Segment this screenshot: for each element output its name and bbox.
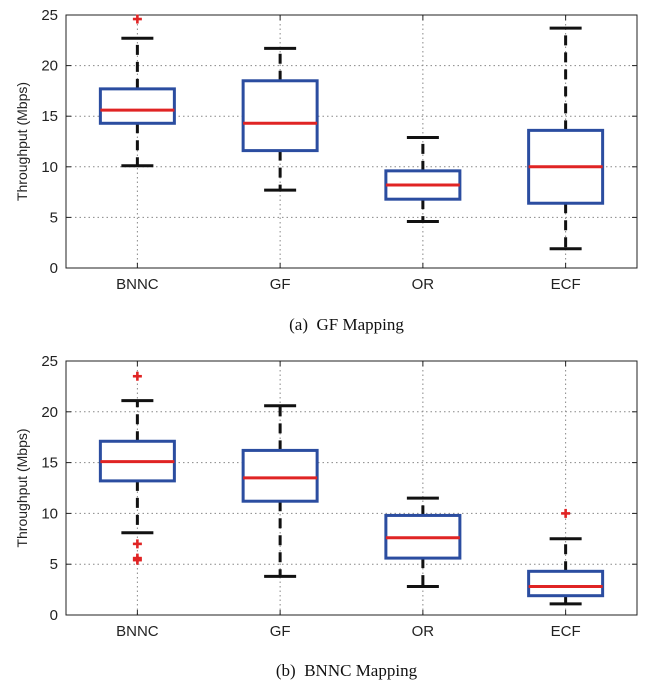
x-tick-label: ECF [551,276,581,293]
y-tick-label: 20 [41,58,58,75]
outlier-marker [561,508,571,518]
y-tick-label: 0 [50,607,58,624]
outlier-marker [132,539,142,549]
y-tick-label: 10 [41,505,58,522]
caption-b: (b) BNNC Mapping [276,661,418,680]
box-iqr [98,87,176,125]
box-gf [241,404,319,578]
box-ecf [527,26,605,251]
outlier-marker [132,14,142,24]
x-tick-label: ECF [551,623,581,640]
box-ecf [527,508,605,606]
box-bnnc [98,371,176,565]
plot-frame [65,360,638,616]
y-tick-label: 15 [41,108,58,125]
y-tick-label: 20 [41,404,58,421]
caption-a: (a) GF Mapping [289,315,404,334]
box-iqr [241,448,319,503]
y-tick-label: 25 [41,7,58,24]
box-iqr [241,79,319,153]
plot-frame [65,14,638,269]
chart-panel-a: 0 5 10 15 20 25 BNNC GF OR ECF Throughput (Mbps) (a… [14,7,638,334]
x-tick-label: BNNC [116,623,159,640]
box-bnnc [98,14,176,168]
y-tick-label: 5 [50,556,58,573]
box-iqr [527,569,605,598]
x-tick-label: OR [412,623,435,640]
box-or [384,496,462,589]
y-tick-label: 0 [50,260,58,277]
y-tick-label: 5 [50,209,58,226]
y-axis-title: Throughput (Mbps) [14,428,30,547]
y-axis-title: Throughput (Mbps) [14,82,30,201]
outlier-marker [132,371,142,381]
box-or [384,135,462,223]
x-tick-label: BNNC [116,276,159,293]
y-tick-label: 25 [41,353,58,370]
box-gf [241,46,319,192]
outlier-marker [132,555,142,565]
y-tick-label: 10 [41,159,58,176]
x-tick-label: GF [270,276,291,293]
x-tick-label: OR [412,276,435,293]
x-tick-label: GF [270,623,291,640]
chart-panel-b: 0 5 10 15 20 25 BNNC GF OR ECF Throughput (Mbps) (b… [14,353,638,680]
y-tick-label: 15 [41,455,58,472]
